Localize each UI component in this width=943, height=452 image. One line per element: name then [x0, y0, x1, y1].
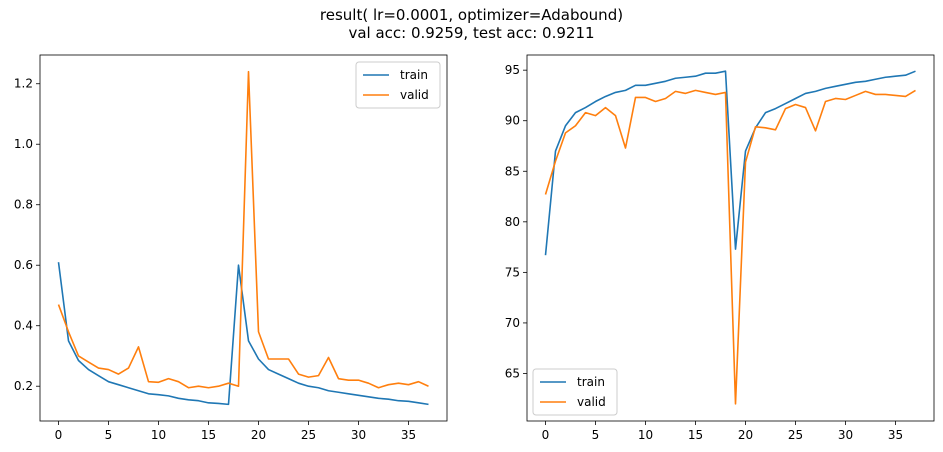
series-line-valid	[57, 70, 429, 389]
y-tick-label: 1.0	[14, 137, 33, 151]
x-tick-label: 30	[351, 428, 366, 442]
x-tick-label: 5	[592, 428, 600, 442]
y-tick-label: 80	[505, 215, 520, 229]
x-tick-label: 10	[638, 428, 653, 442]
figure-title-line-2: val acc: 0.9259, test acc: 0.9211	[348, 24, 595, 42]
x-tick-label: 15	[688, 428, 703, 442]
x-tick-label: 20	[738, 428, 753, 442]
x-tick-label: 5	[105, 428, 113, 442]
x-tick-label: 15	[201, 428, 216, 442]
y-tick-label: 75	[505, 265, 520, 279]
x-tick-label: 25	[301, 428, 316, 442]
y-tick-label: 0.6	[14, 258, 33, 272]
figure-title: result( lr=0.0001, optimizer=Adabound) v…	[0, 6, 943, 42]
y-tick-label: 85	[505, 164, 520, 178]
x-tick-label: 0	[55, 428, 63, 442]
legend-label-train: train	[400, 68, 428, 82]
legend-label-train: train	[577, 375, 605, 389]
plot-frame	[526, 54, 935, 422]
legend-label-valid: valid	[400, 88, 429, 102]
x-tick-label: 35	[401, 428, 416, 442]
accuracy-plot: 0 5 10 15 20 25 30 35 65 70 75 80 85 90 95 train valid	[505, 54, 935, 442]
y-tick-label: 95	[505, 63, 520, 77]
y-tick-label: 90	[505, 114, 520, 128]
series-line-train	[544, 70, 916, 256]
series-line-valid	[544, 89, 916, 405]
legend-box	[355, 61, 441, 109]
figure-title-line-1: result( lr=0.0001, optimizer=Adabound)	[319, 6, 624, 24]
series-line-train	[57, 262, 429, 406]
legend-label-valid: valid	[577, 395, 606, 409]
x-tick-label: 35	[888, 428, 903, 442]
x-tick-label: 0	[542, 428, 550, 442]
x-tick-label: 10	[151, 428, 166, 442]
x-tick-label: 25	[788, 428, 803, 442]
y-tick-label: 65	[505, 366, 520, 380]
x-tick-label: 20	[251, 428, 266, 442]
y-tick-label: 1.2	[14, 77, 33, 91]
legend: train valid	[355, 61, 441, 109]
y-tick-label: 0.8	[14, 198, 33, 212]
legend: train valid	[532, 368, 618, 416]
loss-plot: 0 5 10 15 20 25 30 35 0.2 0.4 0.6 0.8 1.0 1.2 train val…	[14, 54, 448, 442]
x-tick-label: 30	[838, 428, 853, 442]
plot-frame	[39, 54, 448, 422]
y-tick-label: 0.4	[14, 319, 33, 333]
y-tick-label: 70	[505, 316, 520, 330]
legend-box	[532, 368, 618, 416]
y-tick-label: 0.2	[14, 379, 33, 393]
